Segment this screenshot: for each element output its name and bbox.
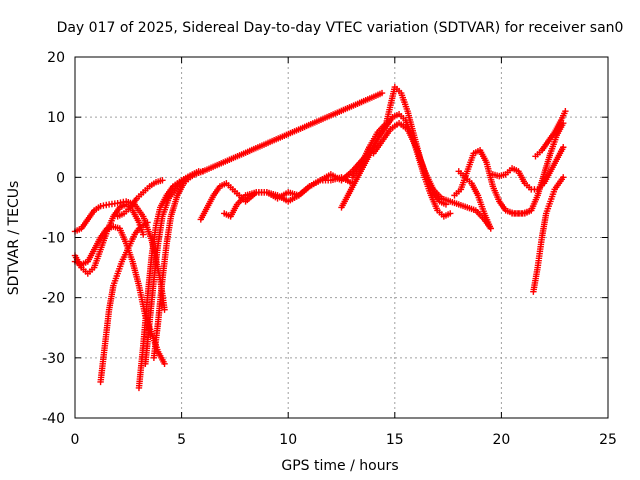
series-arc-i <box>197 174 356 223</box>
series-arc-h <box>114 177 166 220</box>
data-point <box>560 144 567 151</box>
x-tick-label: 15 <box>386 432 404 448</box>
data-point <box>140 231 147 238</box>
data-points <box>71 83 569 392</box>
series-arc-n <box>451 147 535 217</box>
data-point <box>199 168 207 175</box>
chart-title: Day 017 of 2025, Sidereal Day-to-day VTE… <box>57 20 624 36</box>
x-tick-label: 25 <box>599 432 617 448</box>
series-arc-m <box>370 119 494 232</box>
series-arc-s <box>455 168 494 232</box>
series-arc-g <box>150 168 207 362</box>
data-point <box>562 107 569 115</box>
x-tick-label: 10 <box>279 432 297 448</box>
data-point <box>161 306 168 313</box>
data-point <box>161 360 168 368</box>
data-point <box>144 219 151 226</box>
series-arc-d <box>97 219 151 386</box>
x-tick-label: 0 <box>71 432 80 448</box>
y-tick-label: 0 <box>56 170 65 186</box>
x-tick-label: 20 <box>492 432 510 448</box>
data-point <box>560 174 567 181</box>
x-axis-label: GPS time / hours <box>281 458 398 474</box>
series-arc-q <box>530 174 567 295</box>
y-tick-label: -30 <box>42 351 65 367</box>
y-tick-label: -40 <box>42 411 65 427</box>
x-tick-labels: 0 5 10 15 20 25 <box>71 432 617 448</box>
ticks <box>74 56 609 419</box>
series-outliers <box>199 89 386 175</box>
y-tick-label: 10 <box>47 110 65 126</box>
y-axis-label: SDTVAR / TECUs <box>6 181 22 296</box>
y-tick-label: -10 <box>42 231 65 247</box>
y-tick-labels: -40 -30 -20 -10 0 10 20 <box>42 50 65 427</box>
series-arc-o <box>489 144 567 193</box>
series-arc-r <box>532 107 569 160</box>
x-tick-label: 5 <box>177 432 186 448</box>
series-arc-p <box>508 119 567 217</box>
y-tick-label: 20 <box>47 50 65 66</box>
data-point <box>159 177 166 184</box>
data-point <box>487 225 494 232</box>
series-arc-b <box>71 223 168 368</box>
y-tick-label: -20 <box>42 291 65 307</box>
data-point <box>447 210 454 217</box>
